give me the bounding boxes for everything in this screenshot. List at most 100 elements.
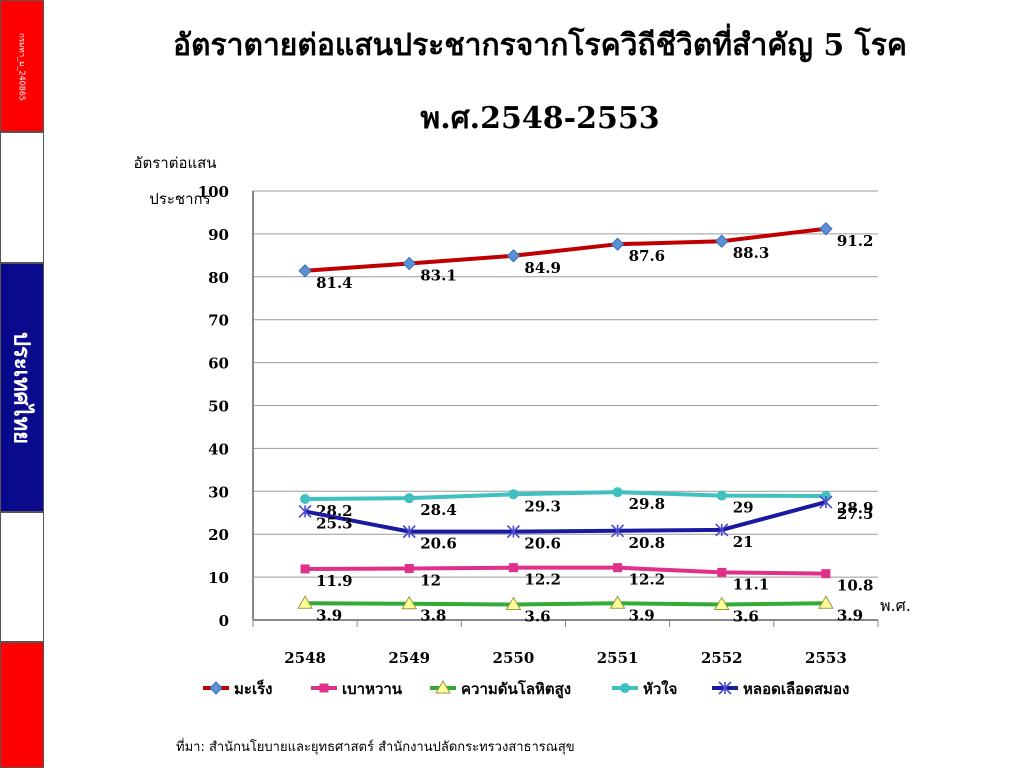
data-point	[713, 596, 730, 611]
data-point	[508, 563, 518, 573]
legend-label: เบาหวาน	[342, 680, 403, 698]
data-label: 3.6	[733, 608, 759, 626]
data-label: 11.1	[733, 575, 770, 593]
legend-swatch-marker	[718, 681, 732, 695]
y-tick-label: 30	[208, 483, 229, 501]
y-tick-label: 20	[208, 526, 229, 544]
data-label: 20.8	[629, 534, 666, 552]
x-tick-label: 2552	[701, 649, 743, 667]
data-label: 25.3	[316, 514, 353, 532]
data-point	[404, 564, 414, 574]
data-point	[609, 595, 626, 609]
data-label: 88.3	[733, 244, 770, 262]
data-point	[404, 493, 415, 504]
x-axis-title: พ.ศ.	[880, 596, 911, 615]
data-label: 87.6	[629, 247, 666, 265]
data-label: 11.9	[316, 572, 353, 590]
data-point	[612, 487, 623, 498]
y-tick-label: 10	[208, 569, 229, 587]
data-label: 12.2	[524, 571, 561, 589]
data-label: 12	[420, 572, 441, 590]
data-label: 20.6	[524, 535, 561, 553]
y-tick-label: 70	[208, 312, 229, 330]
data-label: 81.4	[316, 274, 353, 292]
data-point	[717, 567, 727, 577]
sidebar-stripe-white-top	[0, 132, 44, 263]
y-tick-label: 80	[208, 269, 229, 287]
data-point	[819, 222, 833, 236]
data-point	[613, 563, 623, 573]
data-point	[821, 569, 831, 579]
data-label: 12.2	[629, 571, 666, 589]
data-label: 3.8	[420, 607, 446, 625]
data-point	[610, 237, 625, 251]
series-line	[304, 500, 827, 534]
y-tick-label: 100	[198, 183, 229, 201]
data-point	[297, 595, 313, 609]
data-label: 3.9	[629, 606, 655, 624]
series-line	[305, 490, 826, 502]
x-tick-label: 2551	[597, 649, 639, 667]
sidebar-stripe-red-top	[0, 0, 44, 132]
data-point	[818, 595, 834, 609]
x-tick-label: 2549	[388, 649, 430, 667]
x-tick-label: 2548	[284, 649, 326, 667]
data-point	[402, 525, 416, 539]
data-point	[300, 494, 311, 505]
source-note: ที่มา: สำนักนโยบายและยุทธศาสตร์ สำนักงาน…	[176, 740, 575, 755]
data-point	[611, 524, 625, 538]
y-tick-label: 40	[208, 440, 229, 458]
legend-label: หลอดเลือดสมอง	[743, 680, 849, 698]
data-point	[401, 595, 418, 610]
data-label: 91.2	[837, 232, 874, 250]
legend-swatch-marker	[620, 683, 630, 693]
x-tick-label: 2553	[805, 649, 847, 667]
data-label: 21	[733, 533, 754, 551]
legend-swatch-marker	[319, 683, 329, 693]
legend-label: หัวใจ	[643, 680, 677, 698]
sidebar-stripe-white-bottom	[0, 512, 44, 642]
y-tick-label: 60	[208, 355, 229, 373]
data-point	[506, 249, 521, 263]
legend-label: มะเร็ง	[234, 679, 272, 698]
data-label: 28.9	[837, 499, 874, 517]
legend-swatch-marker	[435, 680, 451, 694]
data-point	[505, 596, 522, 611]
series-line	[304, 226, 827, 273]
data-label: 29	[733, 499, 754, 517]
data-label: 84.9	[524, 259, 561, 277]
y-tick-label: 90	[208, 226, 229, 244]
legend-swatch-marker	[209, 681, 223, 695]
data-point	[402, 256, 416, 271]
sidebar-stripe-blue	[0, 263, 44, 512]
chart-title: อัตราตายต่อแสนประชากรจากโรควิถีชีวิตที่ส…	[173, 28, 907, 63]
data-label: 27.5	[837, 505, 874, 523]
data-point	[298, 504, 312, 519]
sidebar-stripe-red-bottom	[0, 642, 44, 768]
series-line	[305, 565, 826, 576]
y-tick-label: 0	[219, 612, 229, 630]
y-axis-title: อัตราต่อแสน	[133, 154, 216, 172]
data-label: 10.8	[837, 577, 874, 595]
data-label: 29.8	[629, 495, 666, 513]
series-line	[305, 601, 826, 607]
legend-label: ความดันโลหิตสูง	[461, 679, 571, 699]
data-point	[298, 264, 312, 278]
data-point	[716, 490, 727, 501]
data-label: 28.4	[420, 501, 457, 519]
data-point	[506, 525, 520, 539]
data-label: 29.3	[524, 497, 561, 515]
y-tick-label: 50	[208, 398, 229, 416]
data-label: 3.6	[524, 608, 550, 626]
data-point	[508, 489, 519, 500]
data-label: 20.6	[420, 535, 457, 553]
x-tick-label: 2550	[493, 649, 535, 667]
chart-subtitle: พ.ศ.2548-2553	[420, 101, 660, 136]
data-point	[300, 564, 310, 574]
y-axis-title-line2: ประชากร	[149, 190, 210, 208]
data-point	[715, 234, 729, 248]
data-point	[715, 523, 729, 537]
data-label: 3.9	[316, 606, 342, 624]
data-label: 3.9	[837, 606, 863, 624]
